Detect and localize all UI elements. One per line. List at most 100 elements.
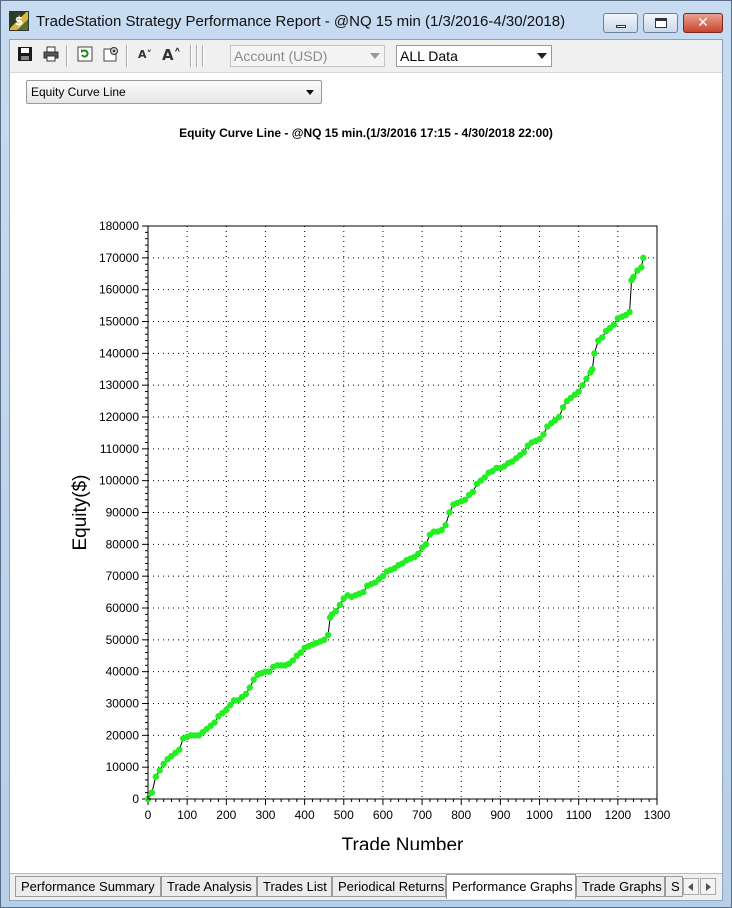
minimize-button[interactable]	[603, 13, 638, 33]
y-tick-label: 40000	[106, 665, 140, 679]
equity-point	[227, 701, 234, 709]
equity-series	[144, 254, 647, 803]
account-select[interactable]: Account (USD)	[230, 45, 385, 67]
x-tick-label: 1000	[526, 808, 553, 822]
equity-point	[536, 436, 543, 443]
settings-button[interactable]	[102, 46, 120, 64]
equity-point	[246, 684, 253, 691]
equity-curve-chart: 0 100 200 300 400 500 600 700 800 900 1000 1100 1200…	[70, 219, 671, 850]
equity-point	[591, 350, 598, 357]
title-bar[interactable]: $ TradeStation Strategy Performance Repo…	[1, 1, 731, 39]
equity-point	[379, 572, 387, 580]
equity-point	[626, 308, 633, 316]
save-button[interactable]	[16, 46, 34, 64]
equity-line	[147, 257, 644, 800]
graph-type-select[interactable]: Equity Curve Line	[26, 80, 322, 104]
refresh-icon	[77, 46, 93, 62]
x-tick-label: 600	[373, 808, 393, 822]
refresh-button[interactable]	[76, 46, 94, 64]
tab-trade-graphs[interactable]: Trade Graphs	[576, 876, 665, 897]
tab-performance-graphs[interactable]: Performance Graphs	[446, 874, 576, 899]
y-tick-label: 80000	[106, 537, 140, 551]
equity-point	[446, 509, 453, 516]
tab-trade-analysis[interactable]: Trade Analysis	[161, 876, 257, 897]
graph-type-select-value: Equity Curve Line	[31, 85, 126, 99]
equity-point	[332, 607, 340, 615]
y-tick-label: 140000	[99, 346, 139, 360]
y-tick-label: 60000	[106, 601, 140, 615]
equity-point	[438, 526, 445, 534]
equity-point	[211, 719, 218, 726]
equity-point	[589, 366, 596, 373]
equity-point	[242, 690, 250, 698]
chevron-down-icon	[306, 90, 314, 95]
tab-periodical-returns[interactable]: Periodical Returns	[332, 876, 446, 897]
save-icon	[18, 47, 32, 61]
y-tick-label: 30000	[106, 697, 140, 711]
chart-ticks: 0 100 200 300 400 500 600 700 800 900 1000 1100 1200…	[99, 219, 671, 822]
chevron-right-icon	[706, 883, 711, 891]
plot-frame	[147, 225, 658, 800]
x-tick-label: 900	[490, 808, 510, 822]
y-tick-label: 50000	[106, 633, 140, 647]
account-select-value: Account (USD)	[234, 48, 328, 64]
tab-performance-summary[interactable]: Performance Summary	[15, 876, 161, 897]
y-tick-label: 90000	[106, 506, 140, 520]
equity-point	[289, 657, 297, 664]
tab-scroll-left-button[interactable]	[683, 878, 699, 895]
report-client-area: A˅ A˄ Account (USD) ALL Data Equity Curv…	[9, 39, 723, 901]
tradestation-app-icon[interactable]: $	[9, 11, 29, 31]
x-tick-label: 400	[295, 808, 315, 822]
x-tick-label: 100	[177, 808, 197, 822]
equity-point	[555, 413, 563, 421]
equity-point	[442, 522, 449, 529]
equity-point	[422, 541, 430, 548]
equity-point	[336, 601, 344, 609]
equity-point	[630, 273, 637, 281]
increase-font-button[interactable]: A˄	[162, 46, 181, 64]
equity-point	[540, 431, 547, 438]
print-icon	[43, 46, 59, 62]
y-tick-label: 130000	[99, 378, 139, 392]
equity-point	[320, 636, 328, 644]
x-tick-label: 800	[451, 808, 471, 822]
x-axis-label: Trade Number	[342, 835, 464, 850]
equity-point	[160, 760, 167, 768]
tab-scroll-right-button[interactable]	[700, 878, 716, 895]
print-button[interactable]	[42, 46, 60, 64]
x-tick-label: 1200	[604, 808, 631, 822]
data-range-select[interactable]: ALL Data	[396, 45, 552, 67]
y-tick-label: 150000	[99, 315, 139, 329]
equity-point	[297, 649, 304, 656]
decrease-font-button[interactable]: A˅	[136, 46, 154, 64]
equity-point	[575, 388, 582, 395]
equity-point	[266, 668, 273, 675]
y-tick-label: 170000	[99, 251, 139, 265]
equity-point	[176, 746, 183, 753]
maximize-button[interactable]	[643, 13, 678, 33]
equity-point	[640, 254, 647, 262]
chevron-left-icon	[688, 883, 693, 891]
x-tick-label: 200	[216, 808, 236, 822]
x-tick-label: 700	[412, 808, 432, 822]
y-tick-label: 20000	[106, 728, 140, 742]
close-button[interactable]: ✕	[683, 13, 723, 33]
toolbar-separator	[202, 45, 204, 67]
y-tick-label: 160000	[99, 283, 139, 297]
tab-overflow[interactable]: S	[665, 876, 683, 897]
equity-point	[559, 404, 567, 411]
tab-trades-list[interactable]: Trades List	[257, 876, 332, 897]
chevron-down-icon	[370, 53, 380, 59]
toolbar-separator	[190, 45, 192, 67]
equity-point	[520, 448, 528, 456]
equity-point	[598, 334, 606, 341]
equity-point	[579, 381, 586, 389]
x-tick-label: 1100	[566, 808, 592, 822]
equity-point	[461, 496, 469, 503]
toolbar-separator	[196, 45, 198, 67]
y-tick-label: 110000	[100, 442, 139, 456]
toolbar-separator	[66, 45, 68, 67]
equity-point	[148, 789, 156, 796]
window-title: TradeStation Strategy Performance Report…	[36, 13, 566, 30]
